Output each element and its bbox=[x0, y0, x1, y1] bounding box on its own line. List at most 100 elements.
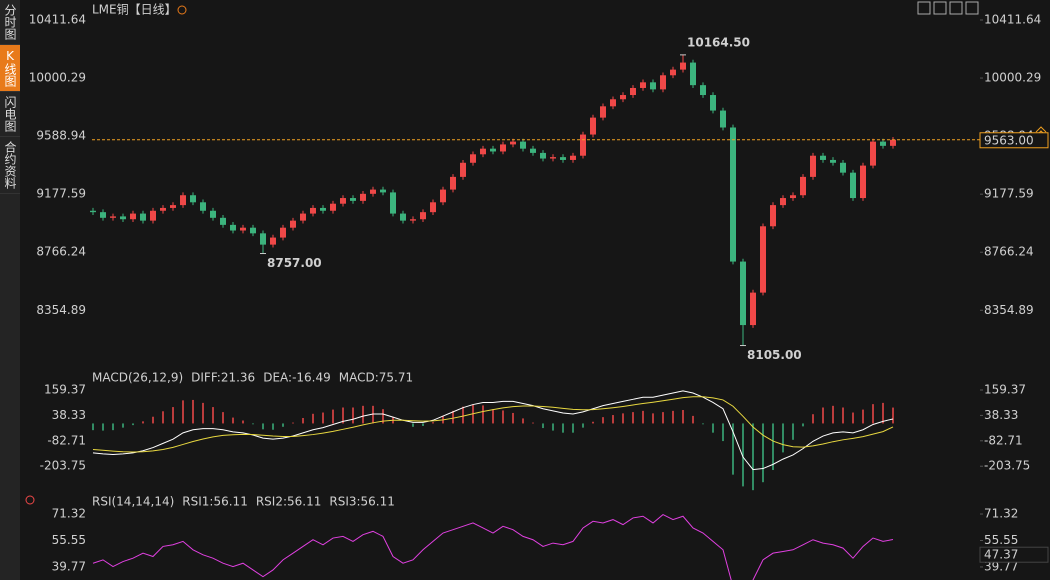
toolbar bbox=[917, 1, 979, 15]
candle-body bbox=[870, 141, 876, 166]
candle-body bbox=[280, 227, 286, 238]
candle-body bbox=[730, 127, 736, 262]
candle-body bbox=[520, 141, 526, 149]
candle-body bbox=[210, 210, 216, 218]
tab[interactable]: 合约资料 bbox=[0, 137, 20, 194]
candle-body bbox=[310, 207, 316, 214]
candle-body bbox=[890, 139, 896, 146]
last-label-box bbox=[979, 546, 1049, 563]
candle-body bbox=[810, 155, 816, 177]
y-tick-label-right: 10000.29 bbox=[984, 71, 1041, 85]
candle-body bbox=[690, 62, 696, 86]
y-tick-label: 10000.29 bbox=[29, 71, 86, 85]
candle-body bbox=[380, 189, 386, 193]
tab[interactable]: K线图 bbox=[0, 45, 20, 92]
candle-body bbox=[390, 192, 396, 214]
candle-body bbox=[430, 202, 436, 213]
candle-body bbox=[290, 220, 296, 228]
tool-icon[interactable] bbox=[917, 1, 931, 15]
candle-body bbox=[240, 227, 246, 231]
candle-body bbox=[760, 226, 766, 293]
annotation: 10164.50 bbox=[687, 35, 750, 49]
y-tick-label-right: 55.55 bbox=[984, 533, 1018, 547]
y-tick-label-right: 9177.59 bbox=[984, 187, 1034, 201]
candle-body bbox=[170, 205, 176, 208]
legend-label: RSI(14,14,14) bbox=[92, 495, 174, 509]
tool-icon[interactable] bbox=[949, 1, 963, 15]
candle-body bbox=[610, 99, 616, 107]
tool-icon[interactable] bbox=[933, 1, 947, 15]
candle-body bbox=[150, 210, 156, 221]
candle-body bbox=[560, 157, 566, 160]
title-icon[interactable] bbox=[177, 5, 187, 15]
y-tick-label: 9588.94 bbox=[36, 129, 86, 143]
y-tick-label-right: 159.37 bbox=[984, 382, 1026, 396]
chart-title: LME铜 bbox=[92, 2, 129, 17]
candle-body bbox=[770, 205, 776, 227]
candle-body bbox=[580, 134, 586, 156]
tool-icon[interactable] bbox=[965, 1, 979, 15]
last-price-label: 9563.00 bbox=[984, 133, 1034, 147]
tab[interactable]: 闪电图 bbox=[0, 92, 20, 137]
candle-body bbox=[880, 141, 886, 146]
candle-body bbox=[710, 95, 716, 111]
candle-body bbox=[200, 202, 206, 211]
candle-body bbox=[590, 117, 596, 135]
y-tick-label-right: 39.77 bbox=[984, 559, 1018, 573]
y-tick-label: 71.32 bbox=[52, 507, 86, 521]
annotation: 8105.00 bbox=[747, 348, 802, 362]
chart-period: 【日线】 bbox=[129, 3, 177, 17]
y-tick-label: 38.33 bbox=[52, 408, 86, 422]
y-tick-label: 39.77 bbox=[52, 559, 86, 573]
candle-body bbox=[620, 95, 626, 100]
candle-body bbox=[860, 165, 866, 199]
legend-label: RSI2:56.11 bbox=[256, 495, 322, 509]
legend-label: DIFF:21.36 bbox=[191, 371, 255, 385]
candle-body bbox=[500, 144, 506, 152]
y-tick-label-right: 71.32 bbox=[984, 507, 1018, 521]
candle-body bbox=[700, 85, 706, 96]
candle-body bbox=[340, 198, 346, 204]
candle-body bbox=[130, 213, 136, 220]
candle-body bbox=[820, 155, 826, 160]
candle-body bbox=[260, 233, 266, 245]
candle-body bbox=[370, 189, 376, 194]
candle-body bbox=[550, 157, 556, 159]
legend-label: MACD:75.71 bbox=[339, 371, 413, 385]
candle-body bbox=[800, 176, 806, 196]
candle-body bbox=[190, 195, 196, 203]
candle-body bbox=[420, 212, 426, 220]
y-tick-label: 55.55 bbox=[52, 533, 86, 547]
y-tick-label-right: -82.71 bbox=[984, 433, 1023, 447]
candle-body bbox=[410, 219, 416, 221]
y-tick-label-right: 10411.64 bbox=[984, 13, 1041, 27]
candle-body bbox=[230, 224, 236, 231]
y-tick-label-right: -203.75 bbox=[984, 459, 1030, 473]
candle-body bbox=[670, 69, 676, 76]
candle-body bbox=[650, 82, 656, 90]
candle-body bbox=[350, 198, 356, 201]
candle-body bbox=[600, 106, 606, 118]
y-tick-label: 8766.24 bbox=[36, 245, 86, 259]
y-tick-label: 9177.59 bbox=[36, 187, 86, 201]
y-tick-label: 159.37 bbox=[44, 382, 86, 396]
candle-body bbox=[250, 227, 256, 234]
indicator-icon[interactable] bbox=[25, 495, 35, 505]
tab[interactable]: 分时图 bbox=[0, 0, 20, 45]
candle-body bbox=[360, 193, 366, 201]
candle-body bbox=[400, 213, 406, 221]
candle-body bbox=[840, 162, 846, 173]
candle-body bbox=[470, 154, 476, 163]
candle-body bbox=[300, 213, 306, 221]
candle-body bbox=[140, 213, 146, 221]
candle-body bbox=[320, 207, 326, 211]
legend-label: RSI3:56.11 bbox=[329, 495, 395, 509]
y-tick-label: -203.75 bbox=[40, 459, 86, 473]
sidebar: 分时图 K线图 闪电图 合约资料 bbox=[0, 0, 20, 580]
annotation: 8757.00 bbox=[267, 256, 322, 270]
candle-body bbox=[180, 195, 186, 206]
candle-body bbox=[630, 87, 636, 96]
candle-body bbox=[780, 198, 786, 206]
